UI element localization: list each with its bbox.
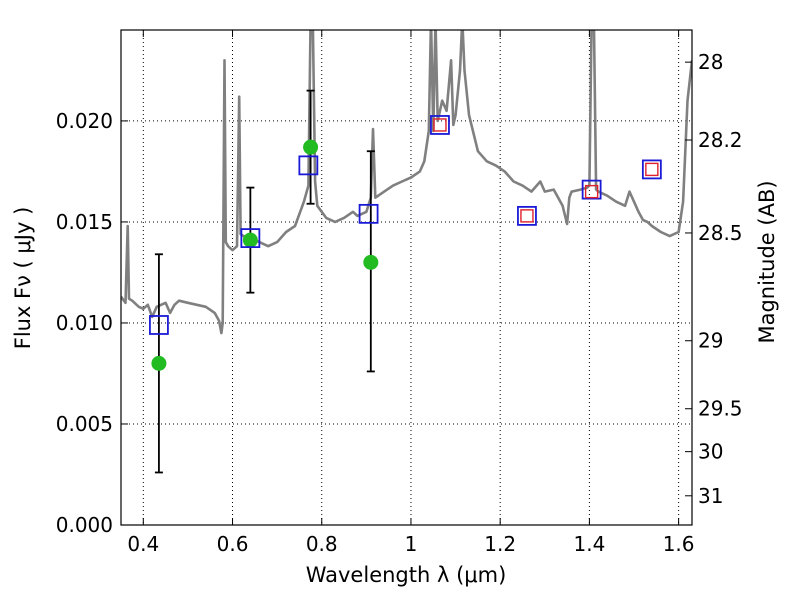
- model-square-small: [520, 209, 534, 223]
- model-square: [149, 315, 169, 335]
- y-tick-label: 0.005: [56, 412, 113, 436]
- x-tick-label: 1.2: [484, 532, 516, 556]
- y2-axis-label: Magnitude (AB): [755, 180, 779, 343]
- plot-frame: [120, 29, 693, 526]
- x-tick-label: 1.6: [663, 532, 695, 556]
- model-square: [298, 155, 319, 176]
- y-tick-label: 0.000: [56, 513, 113, 537]
- y2-tick-label: 29.5: [698, 397, 743, 421]
- x-tick-label: 0.4: [127, 532, 159, 556]
- y-tick-label: 0.020: [56, 109, 113, 133]
- model-square: [517, 205, 537, 226]
- y2-tick-label: 29: [698, 329, 723, 353]
- x-tick-label: 1.4: [573, 532, 605, 556]
- y-tick-label: 0.015: [56, 210, 113, 234]
- x-axis-label: Wavelength λ (μm): [306, 563, 507, 587]
- model-square: [581, 179, 602, 200]
- y-tick-label: 0.010: [56, 311, 113, 335]
- y2-tick-label: 28: [698, 50, 723, 74]
- observed-point: [242, 232, 258, 248]
- spectrum-line: [121, 30, 692, 335]
- observed-point: [303, 139, 319, 155]
- x-tick-label: 0.8: [306, 532, 338, 556]
- model-square-small: [645, 162, 659, 177]
- y2-tick-label: 28.2: [698, 128, 743, 152]
- y2-tick-label: 30: [698, 440, 723, 464]
- model-square: [430, 115, 450, 135]
- model-square-small: [433, 118, 447, 132]
- observed-point: [151, 355, 167, 371]
- x-tick-label: 0.6: [217, 532, 249, 556]
- model-square: [641, 159, 662, 180]
- plot-area: [121, 30, 692, 474]
- grid-lines: [121, 30, 692, 526]
- observed-point: [363, 254, 379, 270]
- y2-tick-label: 31: [698, 484, 723, 508]
- model-square: [358, 203, 379, 224]
- model-square: [240, 228, 261, 249]
- model-square-small: [584, 184, 599, 199]
- x-tick-label: 1: [405, 532, 418, 556]
- y-axis-label: Flux Fν ( μJy ): [11, 207, 35, 350]
- axis-ticks: 0.4 0.6 0.8 1 1.2 1.4 1.6 0.000 0.005 0.010 0.015 0…: [56, 30, 743, 556]
- y2-tick-label: 28.5: [698, 221, 743, 245]
